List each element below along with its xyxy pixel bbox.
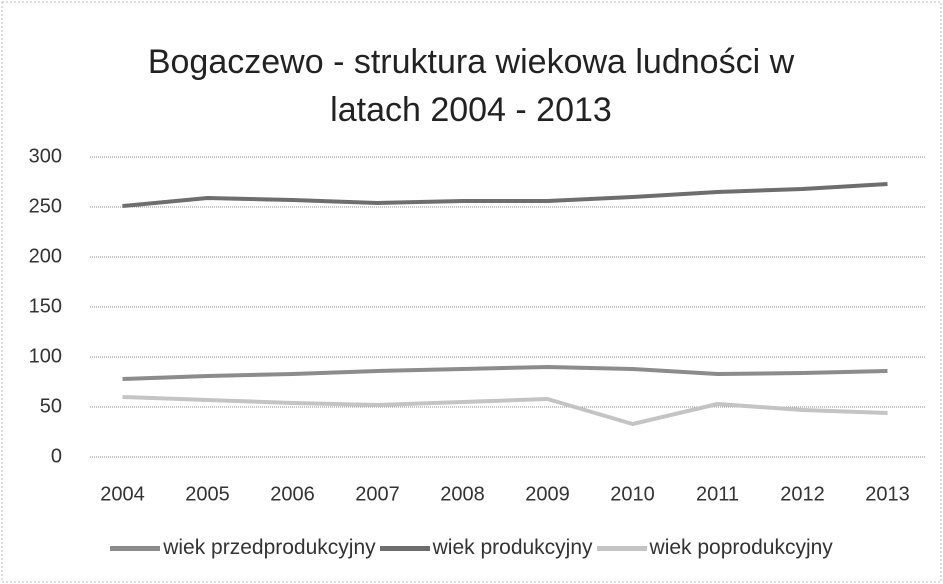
x-tick-label: 2004: [100, 483, 145, 505]
x-tick-label: 2011: [696, 483, 739, 505]
legend-label: wiek przedprodukcyjny: [163, 536, 376, 559]
y-tick-label: 300: [29, 145, 62, 167]
series-line: [122, 395, 888, 426]
series-line: [122, 182, 888, 208]
x-tick-label: 2008: [440, 483, 485, 505]
legend-swatch: [596, 545, 647, 551]
legend-swatch: [379, 545, 430, 551]
x-tick-label: 2006: [270, 483, 315, 505]
x-tick-label: 2009: [525, 483, 570, 505]
x-tick-label: 2007: [355, 483, 400, 505]
legend-label: wiek poprodukcyjny: [649, 536, 833, 559]
y-tick-label: 200: [29, 245, 62, 267]
legend-label: wiek produkcyjny: [432, 536, 593, 559]
y-tick-label: 0: [51, 445, 62, 467]
chart-title: Bogaczewo - struktura wiekowa ludności w…: [147, 43, 795, 129]
legend: wiek przedprodukcyjny wiek produkcyjny wie…: [0, 536, 943, 560]
x-tick-label: 2005: [185, 483, 230, 505]
y-tick-label: 50: [40, 395, 62, 417]
y-tick-label: 150: [29, 295, 62, 317]
y-tick-label: 250: [29, 195, 62, 217]
legend-item: wiek poprodukcyjny: [596, 536, 833, 560]
x-tick-label: 2013: [865, 483, 910, 505]
x-tick-label: 2012: [780, 483, 825, 505]
legend-item: wiek produkcyjny: [379, 536, 593, 560]
series-line: [122, 365, 888, 381]
legend-item: wiek przedprodukcyjny: [110, 536, 376, 560]
legend-swatch: [110, 545, 161, 551]
y-tick-label: 100: [29, 345, 62, 367]
x-tick-label: 2010: [610, 483, 655, 505]
